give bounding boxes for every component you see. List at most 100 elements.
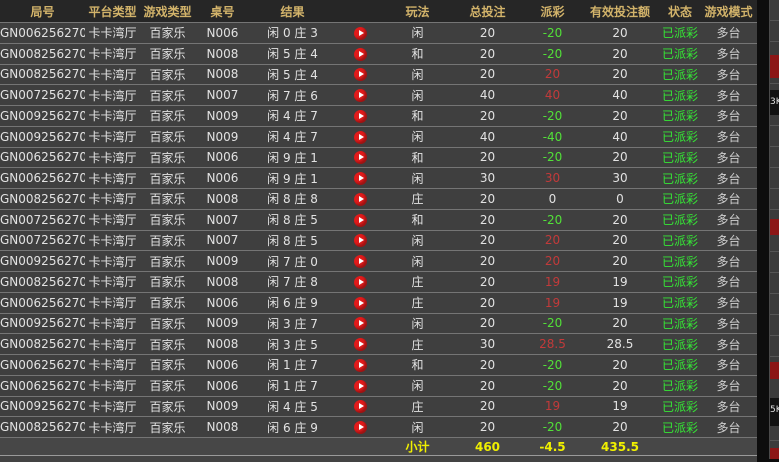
table-row[interactable]: GN008256270EU 卡卡湾厅 百家乐 N008 闲 7 庄 8 庄 20… xyxy=(0,271,757,293)
play-replay-icon[interactable] xyxy=(353,151,367,165)
round-id-cell: GN009256270DQ xyxy=(0,250,85,272)
replay-cell xyxy=(335,396,385,418)
play-replay-icon[interactable] xyxy=(353,172,367,186)
total-bet-cell: 40 xyxy=(450,126,525,148)
play-replay-icon[interactable] xyxy=(353,213,367,227)
mode-cell: 多台 xyxy=(700,22,757,44)
table-no-cell: N008 xyxy=(195,188,250,210)
table-row[interactable]: GN007256270E7 卡卡湾厅 百家乐 N007 闲 8 庄 5 和 20… xyxy=(0,209,757,231)
table-row[interactable]: GN008256270ET 卡卡湾厅 百家乐 N008 闲 3 庄 5 庄 30… xyxy=(0,333,757,355)
replay-cell xyxy=(335,416,385,438)
table-no-cell: N007 xyxy=(195,209,250,231)
play-replay-icon[interactable] xyxy=(353,234,367,248)
total-bet-cell: 20 xyxy=(450,188,525,210)
game-type-cell: 百家乐 xyxy=(140,416,195,438)
play-replay-icon[interactable] xyxy=(353,130,367,144)
table-row[interactable]: GN008256270ES 卡卡湾厅 百家乐 N008 闲 6 庄 9 闲 20… xyxy=(0,416,757,438)
round-id-cell: GN006256270DA xyxy=(0,167,85,189)
play-replay-icon[interactable] xyxy=(353,296,367,310)
table-row[interactable]: GN009256270DQ 卡卡湾厅 百家乐 N009 闲 7 庄 0 闲 20… xyxy=(0,250,757,272)
payout-cell: -20 xyxy=(525,22,580,44)
total-bet-cell: 20 xyxy=(450,396,525,418)
result-cell: 闲 9 庄 1 xyxy=(250,147,335,169)
game-type-cell: 百家乐 xyxy=(140,313,195,335)
play-cell: 闲 xyxy=(385,84,450,106)
play-replay-icon[interactable] xyxy=(353,338,367,352)
table-row[interactable]: GN007256270E7 卡卡湾厅 百家乐 N007 闲 8 庄 5 闲 20… xyxy=(0,230,757,252)
round-id-cell: GN006256270DB xyxy=(0,22,85,44)
table-body: GN006256270DB 卡卡湾厅 百家乐 N006 闲 0 庄 3 闲 20… xyxy=(0,22,757,438)
play-replay-icon[interactable] xyxy=(353,109,367,123)
table-row[interactable]: GN006256270D7 卡卡湾厅 百家乐 N006 闲 1 庄 7 闲 20… xyxy=(0,375,757,397)
game-type-cell: 百家乐 xyxy=(140,396,195,418)
payout-cell: 30 xyxy=(525,167,580,189)
valid-bet-cell: 40 xyxy=(580,84,660,106)
play-replay-icon[interactable] xyxy=(353,255,367,269)
play-cell: 闲 xyxy=(385,22,450,44)
platform-cell: 卡卡湾厅 xyxy=(85,354,140,376)
table-row[interactable]: GN009256270DP 卡卡湾厅 百家乐 N009 闲 3 庄 7 闲 20… xyxy=(0,313,757,335)
replay-cell xyxy=(335,167,385,189)
round-id-cell: GN009256270DS xyxy=(0,105,85,127)
play-replay-icon[interactable] xyxy=(353,421,367,435)
play-cell: 庄 xyxy=(385,271,450,293)
mode-cell: 多台 xyxy=(700,333,757,355)
table-row[interactable]: GN006256270DB 卡卡湾厅 百家乐 N006 闲 0 庄 3 闲 20… xyxy=(0,22,757,44)
table-row[interactable]: GN009256270DS 卡卡湾厅 百家乐 N009 闲 4 庄 7 闲 40… xyxy=(0,126,757,148)
total-bet-cell: 20 xyxy=(450,416,525,438)
mode-cell: 多台 xyxy=(700,250,757,272)
mode-cell: 多台 xyxy=(700,84,757,106)
game-type-cell: 百家乐 xyxy=(140,105,195,127)
platform-cell: 卡卡湾厅 xyxy=(85,84,140,106)
valid-bet-cell: 20 xyxy=(580,105,660,127)
table-row[interactable]: GN006256270D8 卡卡湾厅 百家乐 N006 闲 6 庄 9 庄 20… xyxy=(0,292,757,314)
round-id-cell: GN006256270D7 xyxy=(0,375,85,397)
valid-bet-cell: 20 xyxy=(580,416,660,438)
table-row[interactable]: GN009256270DO 卡卡湾厅 百家乐 N009 闲 4 庄 5 庄 20… xyxy=(0,396,757,418)
table-row[interactable]: GN006256270D7 卡卡湾厅 百家乐 N006 闲 1 庄 7 和 20… xyxy=(0,354,757,376)
payout-cell: 28.5 xyxy=(525,333,580,355)
payout-cell: -40 xyxy=(525,126,580,148)
play-replay-icon[interactable] xyxy=(353,47,367,61)
play-replay-icon[interactable] xyxy=(353,358,367,372)
valid-bet-cell: 20 xyxy=(580,230,660,252)
play-replay-icon[interactable] xyxy=(353,26,367,40)
total-bet-cell: 40 xyxy=(450,84,525,106)
play-replay-icon[interactable] xyxy=(353,192,367,206)
play-replay-icon[interactable] xyxy=(353,89,367,103)
play-replay-icon[interactable] xyxy=(353,68,367,82)
platform-cell: 卡卡湾厅 xyxy=(85,230,140,252)
play-cell: 闲 xyxy=(385,416,450,438)
play-replay-icon[interactable] xyxy=(353,379,367,393)
platform-cell: 卡卡湾厅 xyxy=(85,313,140,335)
valid-bet-cell: 20 xyxy=(580,22,660,44)
round-id-cell: GN008256270ET xyxy=(0,333,85,355)
table-row[interactable]: GN007256270E8 卡卡湾厅 百家乐 N007 闲 7 庄 6 闲 40… xyxy=(0,84,757,106)
payout-cell: -20 xyxy=(525,354,580,376)
table-row[interactable]: GN008256270EX 卡卡湾厅 百家乐 N008 闲 5 庄 4 闲 20… xyxy=(0,64,757,86)
play-replay-icon[interactable] xyxy=(353,317,367,331)
round-id-cell: GN008256270EW xyxy=(0,188,85,210)
play-replay-icon[interactable] xyxy=(353,275,367,289)
table-row[interactable]: GN008256270EW 卡卡湾厅 百家乐 N008 闲 8 庄 8 庄 20… xyxy=(0,188,757,210)
mode-cell: 多台 xyxy=(700,375,757,397)
mode-cell: 多台 xyxy=(700,64,757,86)
replay-cell xyxy=(335,271,385,293)
col-header-status: 状态 xyxy=(660,0,700,23)
status-badge: 已派彩 xyxy=(660,375,700,397)
table-no-cell: N009 xyxy=(195,396,250,418)
table-no-cell: N006 xyxy=(195,167,250,189)
valid-bet-cell: 0 xyxy=(580,188,660,210)
mode-cell: 多台 xyxy=(700,126,757,148)
mode-cell: 多台 xyxy=(700,396,757,418)
platform-cell: 卡卡湾厅 xyxy=(85,22,140,44)
round-id-cell: GN008256270EX xyxy=(0,43,85,65)
play-cell: 闲 xyxy=(385,313,450,335)
play-replay-icon[interactable] xyxy=(353,400,367,414)
table-row[interactable]: GN006256270DA 卡卡湾厅 百家乐 N006 闲 9 庄 1 和 20… xyxy=(0,147,757,169)
table-row[interactable]: GN009256270DS 卡卡湾厅 百家乐 N009 闲 4 庄 7 和 20… xyxy=(0,105,757,127)
bottom-edge-bar xyxy=(0,456,757,462)
table-row[interactable]: GN006256270DA 卡卡湾厅 百家乐 N006 闲 9 庄 1 闲 30… xyxy=(0,167,757,189)
total-bet-cell: 20 xyxy=(450,354,525,376)
table-row[interactable]: GN008256270EX 卡卡湾厅 百家乐 N008 闲 5 庄 4 和 20… xyxy=(0,43,757,65)
